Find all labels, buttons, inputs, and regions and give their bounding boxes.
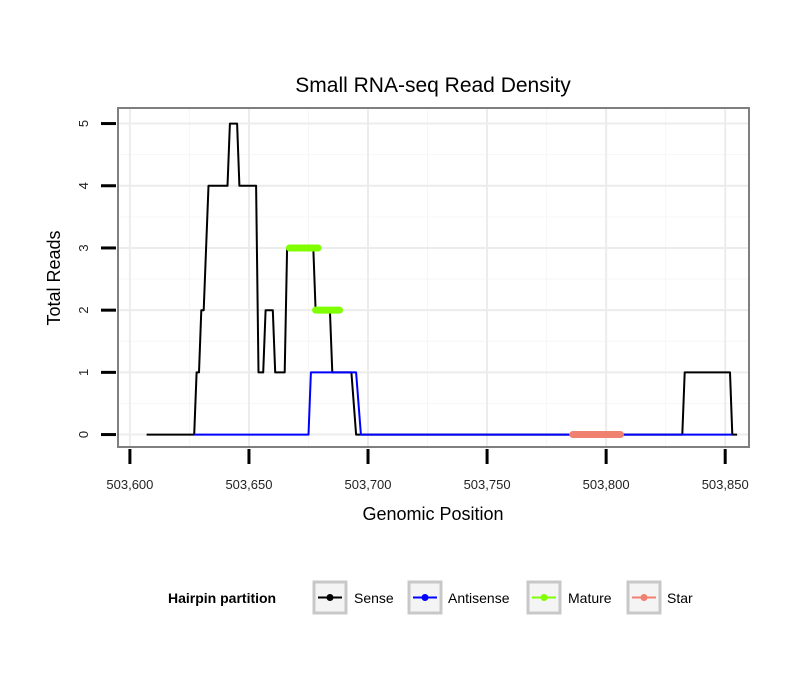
sense-line bbox=[146, 122, 738, 436]
x-tick-label: 503,750 bbox=[464, 477, 511, 492]
legend-label-sense: Sense bbox=[354, 590, 394, 606]
x-tick-label: 503,700 bbox=[345, 477, 392, 492]
plot-background bbox=[118, 108, 749, 447]
legend-title: Hairpin partition bbox=[168, 590, 276, 606]
y-tick-label: 4 bbox=[76, 182, 91, 189]
plot-series bbox=[146, 122, 738, 439]
plot-frame bbox=[117, 107, 750, 448]
plot-grid bbox=[118, 108, 749, 447]
y-tick-label: 1 bbox=[76, 369, 91, 376]
antisense-line bbox=[194, 371, 733, 436]
x-tick-label: 503,600 bbox=[106, 477, 153, 492]
legend: Hairpin partition Sense Antisense Mature St… bbox=[168, 580, 693, 615]
legend-key-dot-mature bbox=[540, 594, 548, 601]
y-tick-label: 2 bbox=[76, 307, 91, 314]
legend-key-dot-star bbox=[640, 594, 648, 601]
y-axis-title: Total Reads bbox=[44, 230, 64, 325]
x-axis-title: Genomic Position bbox=[362, 504, 503, 524]
legend-key-dot-sense bbox=[326, 594, 334, 601]
legend-key-dot-antisense bbox=[421, 594, 429, 601]
y-tick-label: 3 bbox=[76, 244, 91, 251]
y-tick-label: 0 bbox=[76, 431, 91, 438]
axes: 503,600 503,650 503,700 503,750 503,800 503,8… bbox=[76, 120, 749, 492]
legend-label-antisense: Antisense bbox=[448, 590, 510, 606]
chart-title: Small RNA-seq Read Density bbox=[295, 74, 571, 97]
x-tick-label: 503,850 bbox=[702, 477, 749, 492]
legend-label-star: Star bbox=[667, 590, 693, 606]
x-tick-label: 503,800 bbox=[583, 477, 630, 492]
y-tick-label: 5 bbox=[76, 120, 91, 127]
x-tick-label: 503,650 bbox=[225, 477, 272, 492]
legend-label-mature: Mature bbox=[568, 590, 612, 606]
